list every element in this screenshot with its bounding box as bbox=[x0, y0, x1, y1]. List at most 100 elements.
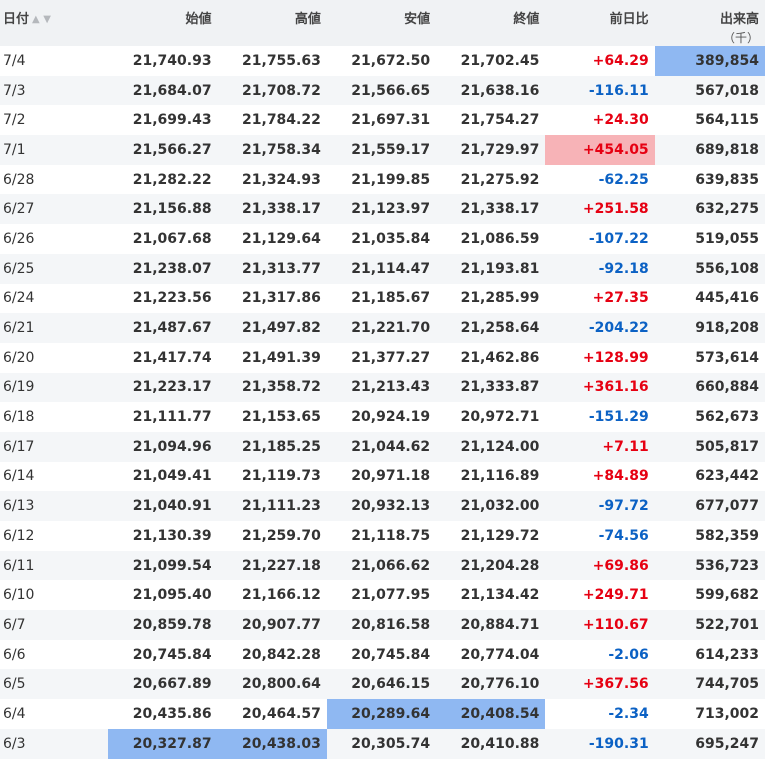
high-cell: 21,708.72 bbox=[217, 75, 327, 106]
change-cell: +24.30 bbox=[592, 112, 649, 129]
table-row: 7/3 21,684.07 21,708.72 21,566.65 21,638.16-… bbox=[0, 75, 765, 106]
close-cell: 20,884.71 bbox=[436, 610, 546, 640]
close-column-header: 終値 bbox=[436, 0, 546, 46]
volume-cell: 689,818 bbox=[654, 135, 765, 165]
low-cell: 21,066.62 bbox=[326, 550, 437, 581]
sort-down-icon[interactable]: ▼ bbox=[43, 14, 51, 25]
table-row: 6/26 21,067.68 21,129.64 21,035.84 21,086.59… bbox=[0, 224, 765, 254]
open-cell: 20,327.87 bbox=[108, 728, 218, 759]
change-cell: +110.67 bbox=[545, 610, 655, 640]
open-cell: 21,238.07 bbox=[108, 253, 218, 284]
open-cell: 20,667.89 bbox=[108, 669, 218, 700]
close-cell: 21,086.59 bbox=[460, 230, 540, 247]
low-cell: 21,035.84 bbox=[351, 230, 431, 247]
date-cell: 6/5 bbox=[0, 669, 109, 700]
table-row: 6/10 21,095.40 21,166.12 21,077.95 21,134.42… bbox=[0, 580, 765, 610]
close-cell: 21,338.17 bbox=[436, 194, 546, 225]
date-column-header[interactable]: 日付 ▲ ▼ bbox=[0, 0, 109, 46]
table-row: 6/3 20,327.87 20,438.03 20,305.74 20,410.88-… bbox=[0, 728, 765, 759]
low-cell: 21,044.62 bbox=[326, 431, 437, 462]
table-row: 6/24 21,223.56 21,317.86 21,185.67 21,285.99… bbox=[0, 284, 765, 314]
volume-cell: 519,055 bbox=[695, 230, 759, 247]
close-cell: 21,638.16 bbox=[436, 75, 546, 106]
sort-up-icon[interactable]: ▲ bbox=[32, 14, 40, 25]
change-cell: +367.56 bbox=[545, 669, 655, 700]
change-cell: +64.29 bbox=[592, 52, 649, 69]
open-cell: 21,699.43 bbox=[132, 112, 212, 129]
date-cell: 6/7 bbox=[0, 610, 109, 640]
date-cell: 6/19 bbox=[0, 372, 109, 403]
change-cell: +84.89 bbox=[592, 468, 649, 485]
close-cell: 21,258.64 bbox=[436, 313, 546, 343]
date-cell: 7/2 bbox=[3, 112, 26, 129]
open-cell: 21,487.67 bbox=[108, 313, 218, 343]
change-cell: -116.11 bbox=[545, 75, 655, 106]
low-cell: 20,745.84 bbox=[351, 646, 431, 663]
low-cell: 21,559.17 bbox=[326, 135, 437, 165]
volume-cell: 918,208 bbox=[654, 313, 765, 343]
high-cell: 20,907.77 bbox=[217, 610, 327, 640]
low-cell: 20,924.19 bbox=[351, 409, 431, 426]
table-row: 7/1 21,566.27 21,758.34 21,559.17 21,729.97 +… bbox=[0, 135, 765, 165]
close-cell: 21,193.81 bbox=[436, 253, 546, 284]
low-cell: 20,971.18 bbox=[351, 468, 431, 485]
date-cell: 6/18 bbox=[3, 409, 35, 426]
open-cell: 21,223.17 bbox=[108, 372, 218, 403]
volume-cell: 445,416 bbox=[695, 290, 759, 307]
volume-cell: 564,115 bbox=[695, 112, 759, 129]
sort-icons[interactable]: ▲ ▼ bbox=[32, 14, 51, 25]
table-row: 7/2 21,699.43 21,784.22 21,697.31 21,754.27 +… bbox=[0, 105, 765, 135]
table-header: 日付 ▲ ▼ 始値 高値 安値 終値 前日比 出来高 （千） bbox=[0, 0, 765, 46]
date-header-label: 日付 bbox=[3, 12, 30, 27]
open-cell: 21,111.77 bbox=[132, 409, 212, 426]
table-row: 6/4 20,435.86 20,464.57 20,289.64 20,408.54 -… bbox=[0, 699, 765, 729]
date-cell: 6/26 bbox=[3, 230, 35, 247]
table-row: 6/28 21,282.22 21,324.93 21,199.85 21,275.92… bbox=[0, 165, 765, 195]
high-cell: 21,338.17 bbox=[217, 194, 327, 225]
high-cell: 21,317.86 bbox=[242, 290, 321, 307]
change-cell: +454.05 bbox=[545, 135, 655, 165]
high-cell: 21,185.25 bbox=[217, 431, 327, 462]
open-cell: 21,040.91 bbox=[108, 491, 218, 521]
date-cell: 6/11 bbox=[0, 550, 109, 581]
volume-cell: 677,077 bbox=[654, 491, 765, 521]
open-cell: 20,435.86 bbox=[132, 705, 212, 722]
change-cell: +69.86 bbox=[545, 550, 655, 581]
table-row: 6/13 21,040.91 21,111.23 20,932.13 21,032.00… bbox=[0, 491, 765, 521]
low-cell: 20,289.64 bbox=[326, 699, 437, 729]
table-body: 7/4 21,740.93 21,755.63 21,672.50 21,702.45 +… bbox=[0, 46, 765, 759]
volume-cell: 599,682 bbox=[695, 587, 759, 604]
open-column-header: 始値 bbox=[108, 0, 218, 46]
low-cell: 21,697.31 bbox=[351, 112, 431, 129]
volume-column-header: 出来高 （千） bbox=[654, 0, 765, 46]
date-cell: 6/24 bbox=[3, 290, 35, 307]
change-column-header: 前日比 bbox=[545, 0, 655, 46]
close-cell: 21,285.99 bbox=[460, 290, 540, 307]
change-cell: -74.56 bbox=[598, 527, 649, 544]
high-cell: 21,166.12 bbox=[242, 587, 321, 604]
high-cell: 21,111.23 bbox=[217, 491, 327, 521]
high-cell: 21,491.39 bbox=[242, 349, 321, 366]
date-cell: 6/3 bbox=[0, 728, 109, 759]
date-cell: 7/4 bbox=[3, 52, 26, 69]
change-cell: -2.34 bbox=[608, 705, 649, 722]
low-cell: 21,114.47 bbox=[326, 253, 437, 284]
date-cell: 6/6 bbox=[3, 646, 26, 663]
table-row: 6/12 21,130.39 21,259.70 21,118.75 21,129.72… bbox=[0, 521, 765, 551]
volume-cell: 562,673 bbox=[695, 409, 759, 426]
table-row: 7/4 21,740.93 21,755.63 21,672.50 21,702.45 +… bbox=[0, 46, 765, 76]
close-cell: 21,116.89 bbox=[460, 468, 540, 485]
high-cell: 21,324.93 bbox=[242, 171, 321, 188]
high-cell: 21,153.65 bbox=[242, 409, 321, 426]
table-row: 6/17 21,094.96 21,185.25 21,044.62 21,124.00… bbox=[0, 431, 765, 462]
low-cell: 20,646.15 bbox=[326, 669, 437, 700]
open-cell: 21,223.56 bbox=[132, 290, 212, 307]
table-row: 6/14 21,049.41 21,119.73 20,971.18 21,116.89… bbox=[0, 462, 765, 492]
high-cell: 21,758.34 bbox=[217, 135, 327, 165]
close-cell: 21,729.97 bbox=[436, 135, 546, 165]
change-cell: -97.72 bbox=[545, 491, 655, 521]
date-cell: 6/27 bbox=[0, 194, 109, 225]
volume-cell: 713,002 bbox=[695, 705, 759, 722]
close-cell: 20,774.04 bbox=[460, 646, 540, 663]
open-cell: 21,099.54 bbox=[108, 550, 218, 581]
